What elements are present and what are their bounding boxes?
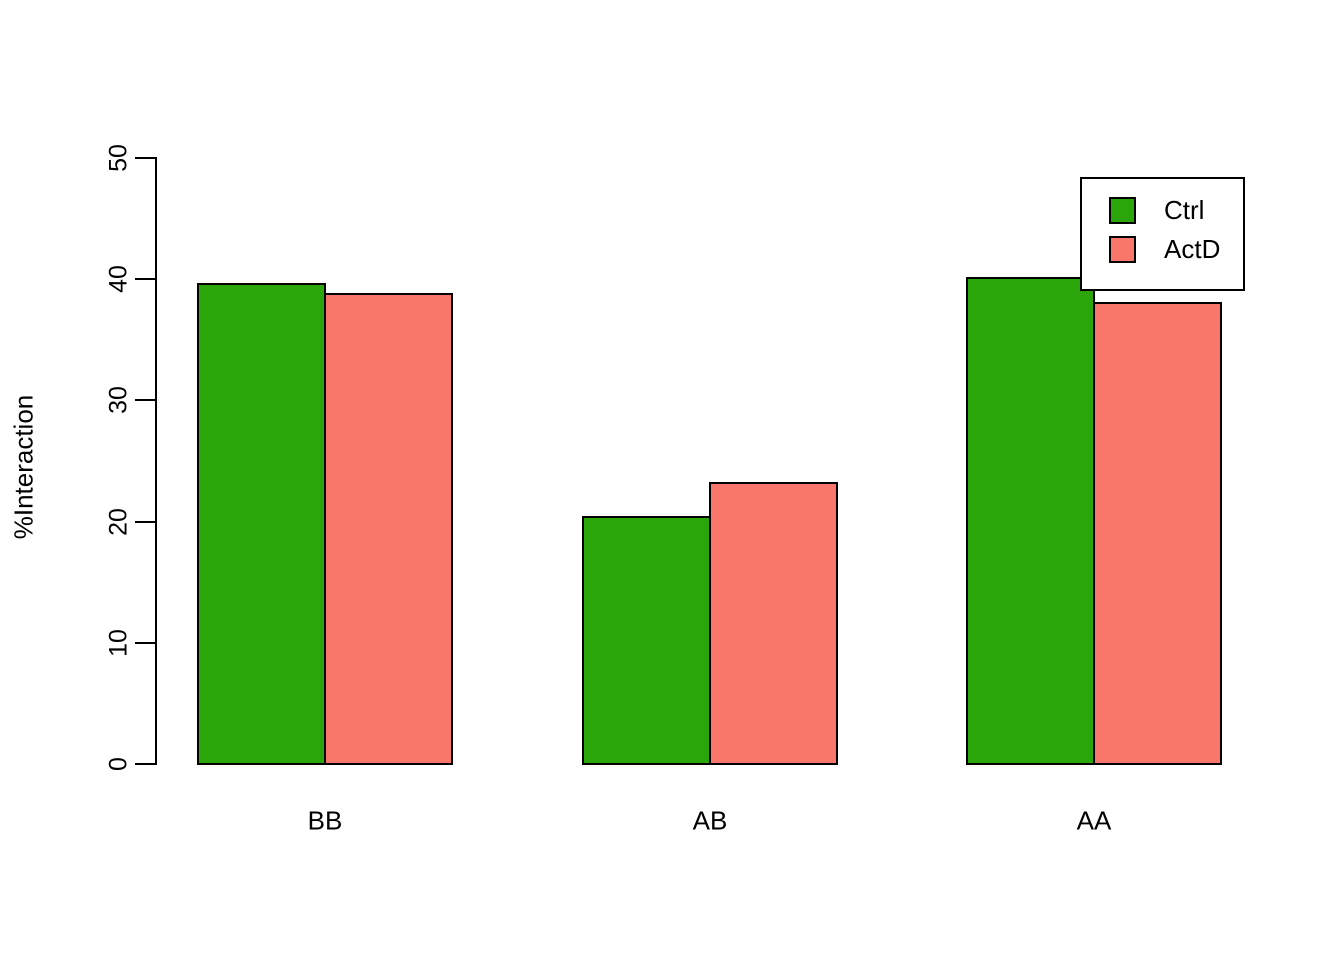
x-label-AA: AA [1076,805,1112,836]
y-tick [135,763,155,765]
y-tick [135,641,155,644]
x-label-AB: AB [692,805,728,836]
y-tick [135,278,155,281]
bar-BB-Ctrl [197,283,326,765]
y-tick [135,520,155,523]
legend: Ctrl ActD [1080,177,1245,291]
bar-AB-Ctrl [582,515,711,765]
legend-item-ActD: ActD [1082,230,1243,269]
y-tick [135,157,155,159]
y-axis-title: %Interaction [8,394,39,540]
y-tick [135,399,155,402]
legend-swatch-icon [1109,197,1136,224]
y-tick-label: 40 [104,265,133,294]
y-tick-label: 30 [104,386,133,415]
bar-AA-ActD [1093,302,1222,765]
legend-label: Ctrl [1164,195,1205,225]
bar-AB-ActD [709,481,838,765]
y-tick-label: 20 [104,507,133,536]
legend-swatch-icon [1109,236,1136,263]
y-tick-label: 50 [104,144,133,172]
legend-label: ActD [1164,234,1221,264]
bar-AA-Ctrl [966,276,1095,765]
legend-item-Ctrl: Ctrl [1082,191,1243,230]
y-tick-label: 10 [104,628,133,657]
bar-BB-ActD [324,292,453,765]
x-label-BB: BB [307,805,343,836]
y-axis-line [155,157,157,765]
y-tick-label: 0 [104,757,133,771]
